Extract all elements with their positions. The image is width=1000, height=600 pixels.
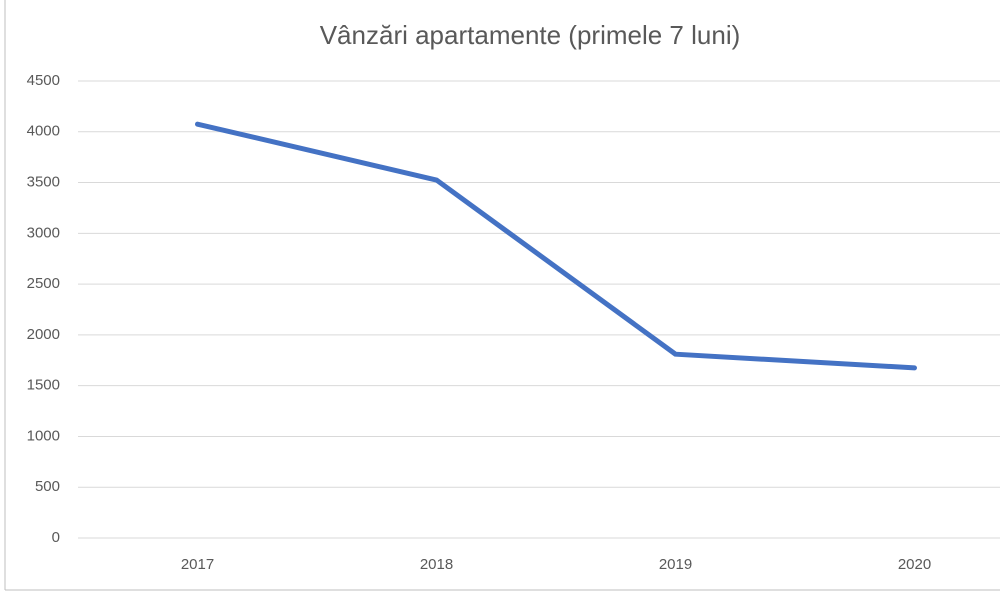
chart-title: Vânzări apartamente (primele 7 luni) [320, 20, 741, 50]
y-tick-label: 2000 [27, 326, 60, 343]
y-tick-label: 2500 [27, 275, 60, 292]
x-tick-label: 2018 [420, 556, 453, 573]
data-line [195, 121, 917, 371]
x-tick-label: 2020 [898, 556, 931, 573]
y-tick-label: 1000 [27, 427, 60, 444]
y-tick-label: 3000 [27, 224, 60, 241]
y-tick-label: 1500 [27, 377, 60, 394]
x-tick-label: 2017 [181, 556, 214, 573]
y-tick-label: 4000 [27, 123, 60, 140]
y-tick-label: 4500 [27, 72, 60, 89]
y-tick-label: 3500 [27, 174, 60, 191]
x-tick-label: 2019 [659, 556, 692, 573]
y-tick-label: 500 [35, 478, 60, 495]
y-tick-label: 0 [52, 529, 60, 546]
